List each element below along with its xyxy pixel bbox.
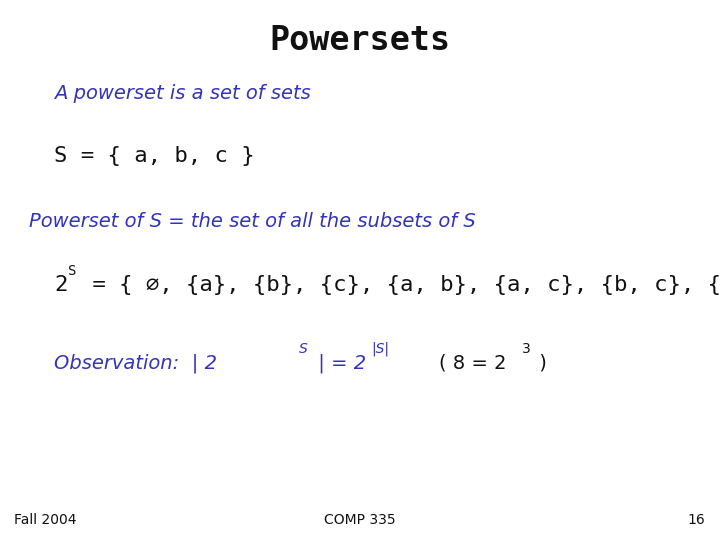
Text: | = 2: | = 2 [312, 354, 366, 373]
Text: Powersets: Powersets [269, 24, 451, 57]
Text: = { ∅, {a}, {b}, {c}, {a, b}, {a, c}, {b, c}, {a, b, c} }: = { ∅, {a}, {b}, {c}, {a, b}, {a, c}, {b… [79, 275, 720, 295]
Text: S = { a, b, c }: S = { a, b, c } [54, 146, 255, 166]
Text: COMP 335: COMP 335 [324, 512, 396, 526]
Text: ): ) [533, 354, 546, 373]
Text: S: S [299, 342, 307, 356]
Text: Powerset of S = the set of all the subsets of S: Powerset of S = the set of all the subse… [29, 212, 475, 231]
Text: Observation:  | 2: Observation: | 2 [54, 354, 217, 373]
Text: 16: 16 [688, 512, 706, 526]
Text: Fall 2004: Fall 2004 [14, 512, 77, 526]
Text: 2: 2 [54, 275, 68, 295]
Text: ( 8 = 2: ( 8 = 2 [439, 354, 507, 373]
Text: S: S [68, 264, 77, 278]
Text: |S|: |S| [372, 342, 390, 356]
Text: A powerset is a set of sets: A powerset is a set of sets [54, 84, 311, 103]
Text: 3: 3 [522, 342, 531, 356]
